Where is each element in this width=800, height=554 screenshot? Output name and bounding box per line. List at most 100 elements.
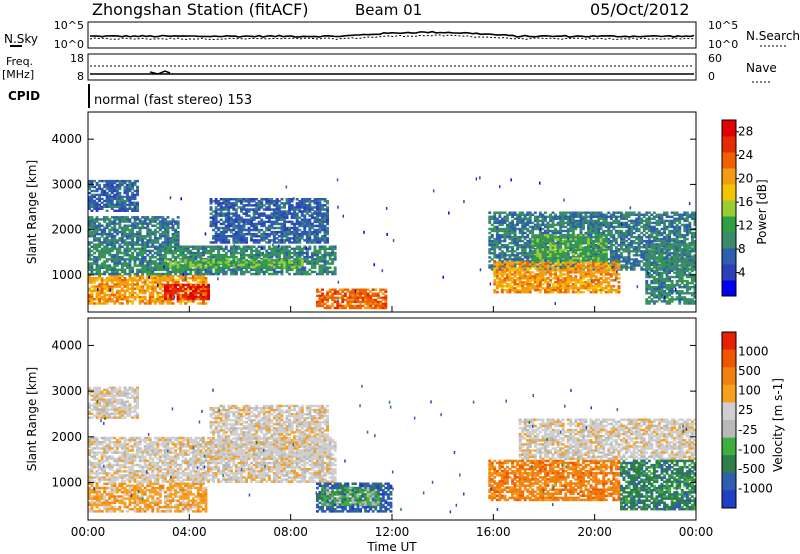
power-cell [120, 179, 124, 183]
power-cell [323, 262, 327, 265]
power-cell [184, 249, 188, 253]
power-cell [118, 201, 122, 204]
power-cell [123, 291, 127, 295]
power-cell [212, 224, 215, 228]
power-cell [278, 230, 281, 234]
power-cell [113, 237, 117, 240]
power-cell [288, 241, 291, 244]
power-cell [169, 293, 172, 297]
power-cell [105, 191, 109, 195]
power-cell [267, 251, 271, 255]
power-cell [90, 270, 94, 274]
power-cell [179, 274, 183, 278]
power-cell [599, 221, 603, 225]
power-cell [242, 256, 246, 259]
power-cell [161, 247, 165, 251]
power-cell [356, 296, 360, 299]
power-cell [146, 249, 150, 253]
power-cell [506, 213, 509, 216]
power-cell [632, 268, 636, 271]
power-cell [217, 202, 221, 205]
power-cell [95, 262, 99, 265]
power-cell [199, 270, 203, 274]
power-cell [242, 261, 246, 264]
power-cell [541, 217, 545, 220]
power-cell [625, 211, 628, 214]
power-cell [169, 265, 172, 269]
power-cell [587, 229, 590, 233]
power-cell [323, 302, 327, 306]
power-cell [257, 206, 261, 209]
power-cell [227, 228, 231, 232]
power-cell [234, 239, 238, 242]
power-cell [265, 237, 269, 240]
power-cell [146, 224, 150, 227]
power-cell [214, 237, 218, 240]
power-cell [176, 281, 180, 284]
power-cell [143, 291, 147, 295]
power-cell [120, 195, 124, 199]
power-cell [242, 241, 246, 244]
power-cell [222, 237, 226, 240]
power-cell [305, 232, 309, 236]
power-cell [174, 239, 177, 242]
power-cell [647, 221, 651, 225]
power-cell [133, 264, 137, 267]
power-cell [113, 187, 117, 191]
power-cell [313, 237, 317, 240]
power-cell [323, 224, 327, 228]
power-cell [202, 262, 205, 265]
power-cell [222, 202, 226, 205]
power-cell [146, 274, 150, 278]
power-cell [174, 241, 177, 244]
power-cell [95, 203, 99, 206]
power-cell [171, 249, 175, 253]
power-cell [110, 183, 114, 187]
power-cell [123, 249, 127, 253]
power-cell [262, 256, 266, 259]
power-cell [627, 248, 631, 251]
power-cell [148, 293, 152, 297]
power-cell [637, 239, 641, 243]
power-cell [209, 222, 213, 226]
power-cell [202, 272, 205, 276]
power-cell [295, 218, 299, 221]
power-cell [660, 239, 664, 243]
power-cell [561, 229, 565, 233]
power-cell [118, 179, 122, 183]
power-cell [242, 247, 246, 251]
power-cell [569, 223, 573, 227]
power-cell [670, 231, 674, 235]
power-cell [100, 187, 104, 191]
power-cell [594, 219, 598, 223]
power-cell [126, 183, 129, 187]
power-cell [88, 256, 91, 259]
power-cell [118, 203, 122, 206]
power-cell [316, 272, 319, 276]
power-cell [526, 211, 530, 214]
power-cell [331, 272, 335, 276]
power-cell [174, 266, 177, 269]
power-cell [303, 258, 307, 261]
power-cell [305, 222, 309, 226]
power-cell [348, 292, 352, 295]
power-cell [298, 235, 302, 238]
power-cell [384, 294, 388, 297]
power-cell [637, 248, 641, 251]
power-cell [602, 221, 606, 225]
power-cell [516, 237, 519, 241]
power-cell [90, 295, 94, 299]
power-cell [234, 249, 238, 253]
power-cell [138, 232, 142, 236]
power-cell [204, 251, 208, 255]
power-cell [488, 237, 492, 241]
power-cell [169, 283, 172, 287]
power-cell [164, 277, 167, 280]
power-cell [635, 229, 639, 233]
power-cell [298, 265, 302, 269]
power-cell [136, 207, 139, 210]
power-cell [660, 215, 664, 218]
power-cell [627, 237, 631, 241]
power-cell [118, 185, 122, 189]
